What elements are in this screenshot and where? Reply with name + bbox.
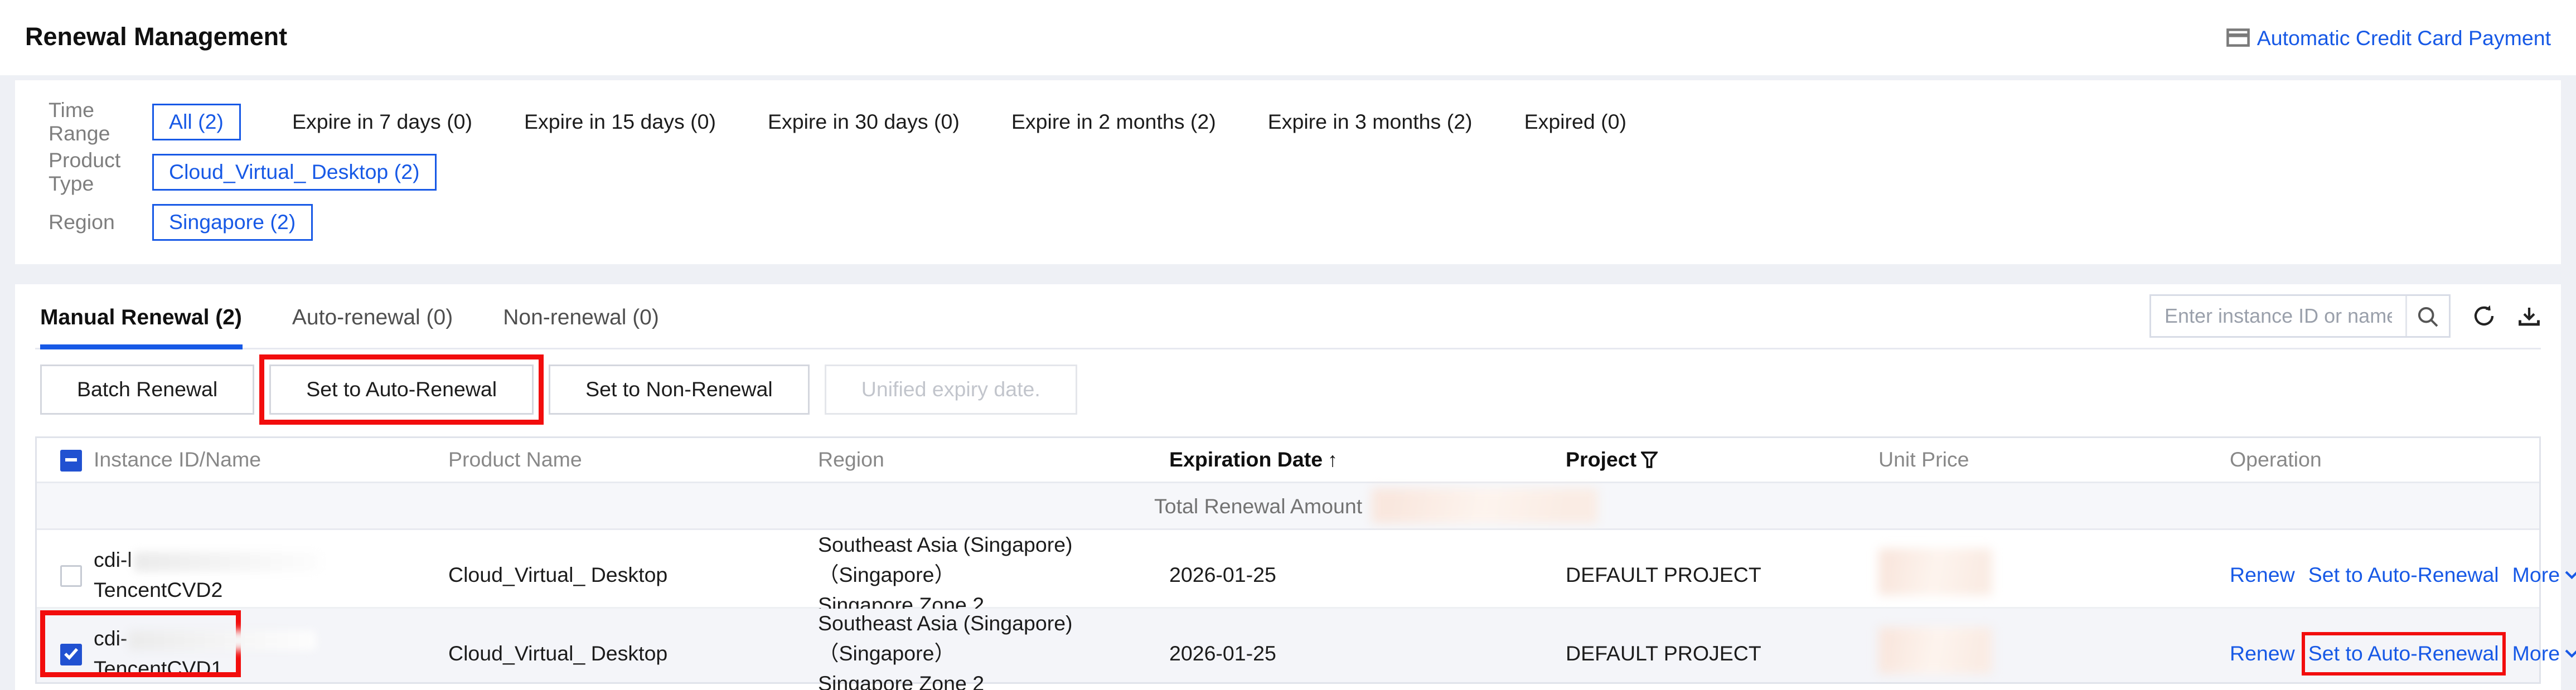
download-icon[interactable]	[2517, 305, 2541, 327]
set-to-auto-renewal-link[interactable]: Set to Auto-Renewal	[2308, 563, 2499, 587]
set-to-auto-renewal-button[interactable]: Set to Auto-Renewal	[259, 354, 544, 425]
expiration-date-cell: 2026-01-25	[1169, 642, 1276, 666]
project-cell: DEFAULT PROJECT	[1566, 642, 1761, 666]
region-cell: Southeast Asia (Singapore)（Singapore） Si…	[818, 530, 1169, 621]
total-renewal-amount-row: Total Renewal Amount	[37, 483, 2539, 530]
product-type-chip[interactable]: Cloud_Virtual_ Desktop (2)	[152, 154, 437, 191]
region-line-2: Singapore Zone 2	[818, 672, 985, 690]
more-link-label: More	[2512, 642, 2560, 666]
chevron-down-icon	[2565, 649, 2576, 659]
unit-price-cell	[1878, 626, 2230, 682]
time-range-label: Time Range	[49, 99, 110, 145]
operation-cell: Renew Set to Auto-Renewal More	[2230, 632, 2576, 676]
search-input[interactable]	[2151, 296, 2405, 336]
more-link[interactable]: More	[2512, 639, 2576, 669]
time-range-option-30days[interactable]: Expire in 30 days (0)	[767, 110, 960, 134]
unified-expiry-date-button[interactable]: Unified expiry date.	[824, 365, 1077, 415]
column-project: Project	[1566, 448, 1878, 472]
set-to-auto-renewal-link[interactable]: Set to Auto-Renewal	[2301, 632, 2506, 676]
renew-link[interactable]: Renew	[2230, 642, 2295, 666]
product-name-cell: Cloud_Virtual_ Desktop	[448, 642, 668, 666]
column-product-name: Product Name	[448, 448, 582, 472]
time-range-option-all[interactable]: All (2)	[152, 104, 240, 140]
time-range-option-expired[interactable]: Expired (0)	[1524, 110, 1626, 134]
chevron-down-icon	[2565, 571, 2576, 581]
page-title: Renewal Management	[25, 23, 288, 52]
instance-name: TencentCVD2	[94, 579, 223, 602]
region-label: Region	[49, 211, 115, 234]
renew-link[interactable]: Renew	[2230, 563, 2295, 587]
filter-funnel-icon[interactable]	[1642, 451, 1659, 468]
total-renewal-amount-label: Total Renewal Amount	[1154, 494, 1363, 518]
tab-non-renewal[interactable]: Non-renewal (0)	[503, 303, 659, 329]
column-expiration-date-label: Expiration Date	[1169, 448, 1323, 472]
instance-id-prefix: cdi-l	[94, 548, 132, 572]
unit-price-redacted	[1878, 626, 1992, 673]
row-checkbox[interactable]	[60, 565, 82, 587]
instance-id-name-cell: cdi- TencentCVD1	[94, 624, 448, 684]
tabs-bar: Manual Renewal (2) Auto-renewal (0) Non-…	[35, 284, 2541, 349]
time-range-option-3months[interactable]: Expire in 3 months (2)	[1267, 110, 1473, 134]
product-name-cell: Cloud_Virtual_ Desktop	[448, 563, 668, 587]
column-instance-id-name: Instance ID/Name	[94, 448, 262, 472]
top-bar: Renewal Management Automatic Credit Card…	[0, 0, 2576, 75]
region-line-1: Southeast Asia (Singapore)（Singapore）	[818, 533, 1073, 587]
instance-id-prefix: cdi-	[94, 627, 128, 651]
credit-card-icon	[2226, 28, 2250, 47]
search-box	[2149, 294, 2451, 338]
automatic-credit-card-payment-link[interactable]: Automatic Credit Card Payment	[2226, 26, 2551, 50]
content-area: Time Range All (2) Expire in 7 days (0) …	[0, 75, 2576, 690]
search-group	[2149, 294, 2541, 338]
product-type-filter-row: Product Type Cloud_Virtual_ Desktop (2)	[49, 147, 2527, 197]
row-checkbox[interactable]	[60, 643, 82, 665]
sort-ascending-icon[interactable]: ↑	[1328, 448, 1338, 472]
set-to-non-renewal-button[interactable]: Set to Non-Renewal	[549, 365, 810, 415]
time-range-option-2months[interactable]: Expire in 2 months (2)	[1011, 110, 1216, 134]
more-link-label: More	[2512, 563, 2560, 587]
column-unit-price: Unit Price	[1878, 448, 1969, 472]
renewal-list-panel: Manual Renewal (2) Auto-renewal (0) Non-…	[15, 284, 2576, 690]
region-line-1: Southeast Asia (Singapore)（Singapore）	[818, 612, 1073, 666]
time-range-filter-row: Time Range All (2) Expire in 7 days (0) …	[49, 97, 2527, 147]
instance-id-redacted	[129, 630, 317, 650]
tab-manual-renewal[interactable]: Manual Renewal (2)	[40, 284, 242, 349]
select-all-checkbox[interactable]	[60, 449, 82, 471]
renewal-table: Instance ID/Name Product Name Region Exp…	[35, 436, 2576, 690]
operation-cell: Renew Set to Auto-Renewal More	[2230, 560, 2576, 590]
search-icon[interactable]	[2405, 296, 2449, 336]
region-cell: Southeast Asia (Singapore)（Singapore） Si…	[818, 609, 1169, 690]
time-range-option-15days[interactable]: Expire in 15 days (0)	[524, 110, 716, 134]
table-header-row: Instance ID/Name Product Name Region Exp…	[37, 438, 2539, 483]
column-expiration-date: Expiration Date ↑	[1169, 448, 1566, 472]
product-type-label: Product Type	[49, 149, 121, 196]
instance-name: TencentCVD1	[94, 657, 223, 681]
expiration-date-cell: 2026-01-25	[1169, 563, 1276, 587]
credit-card-link-label: Automatic Credit Card Payment	[2257, 26, 2551, 50]
batch-action-bar: Batch Renewal Set to Auto-Renewal Set to…	[35, 349, 2541, 428]
unit-price-redacted	[1878, 547, 1992, 595]
filter-panel: Time Range All (2) Expire in 7 days (0) …	[15, 80, 2561, 264]
more-link[interactable]: More	[2512, 560, 2576, 590]
column-region: Region	[818, 448, 884, 472]
total-amount-redacted-value	[1372, 488, 1599, 523]
column-project-label: Project	[1566, 448, 1637, 472]
time-range-option-7days[interactable]: Expire in 7 days (0)	[292, 110, 473, 134]
table-row: cdi-l TencentCVD2 Cloud_Virtual_ Desktop…	[37, 530, 2576, 618]
table-row: cdi- TencentCVD1 Cloud_Virtual_ Desktop …	[37, 609, 2576, 690]
refresh-icon[interactable]	[2472, 304, 2496, 328]
time-range-options: Expire in 7 days (0) Expire in 15 days (…	[292, 110, 1626, 134]
tab-auto-renewal[interactable]: Auto-renewal (0)	[292, 303, 453, 329]
region-chip[interactable]: Singapore (2)	[152, 204, 313, 241]
column-operation: Operation	[2230, 448, 2322, 472]
region-filter-row: Region Singapore (2)	[49, 197, 2527, 247]
project-cell: DEFAULT PROJECT	[1566, 563, 1761, 587]
instance-id-name-cell: cdi-l TencentCVD2	[94, 545, 448, 606]
instance-id-redacted	[133, 551, 321, 572]
batch-renewal-button[interactable]: Batch Renewal	[40, 365, 255, 415]
unit-price-cell	[1878, 547, 2230, 603]
